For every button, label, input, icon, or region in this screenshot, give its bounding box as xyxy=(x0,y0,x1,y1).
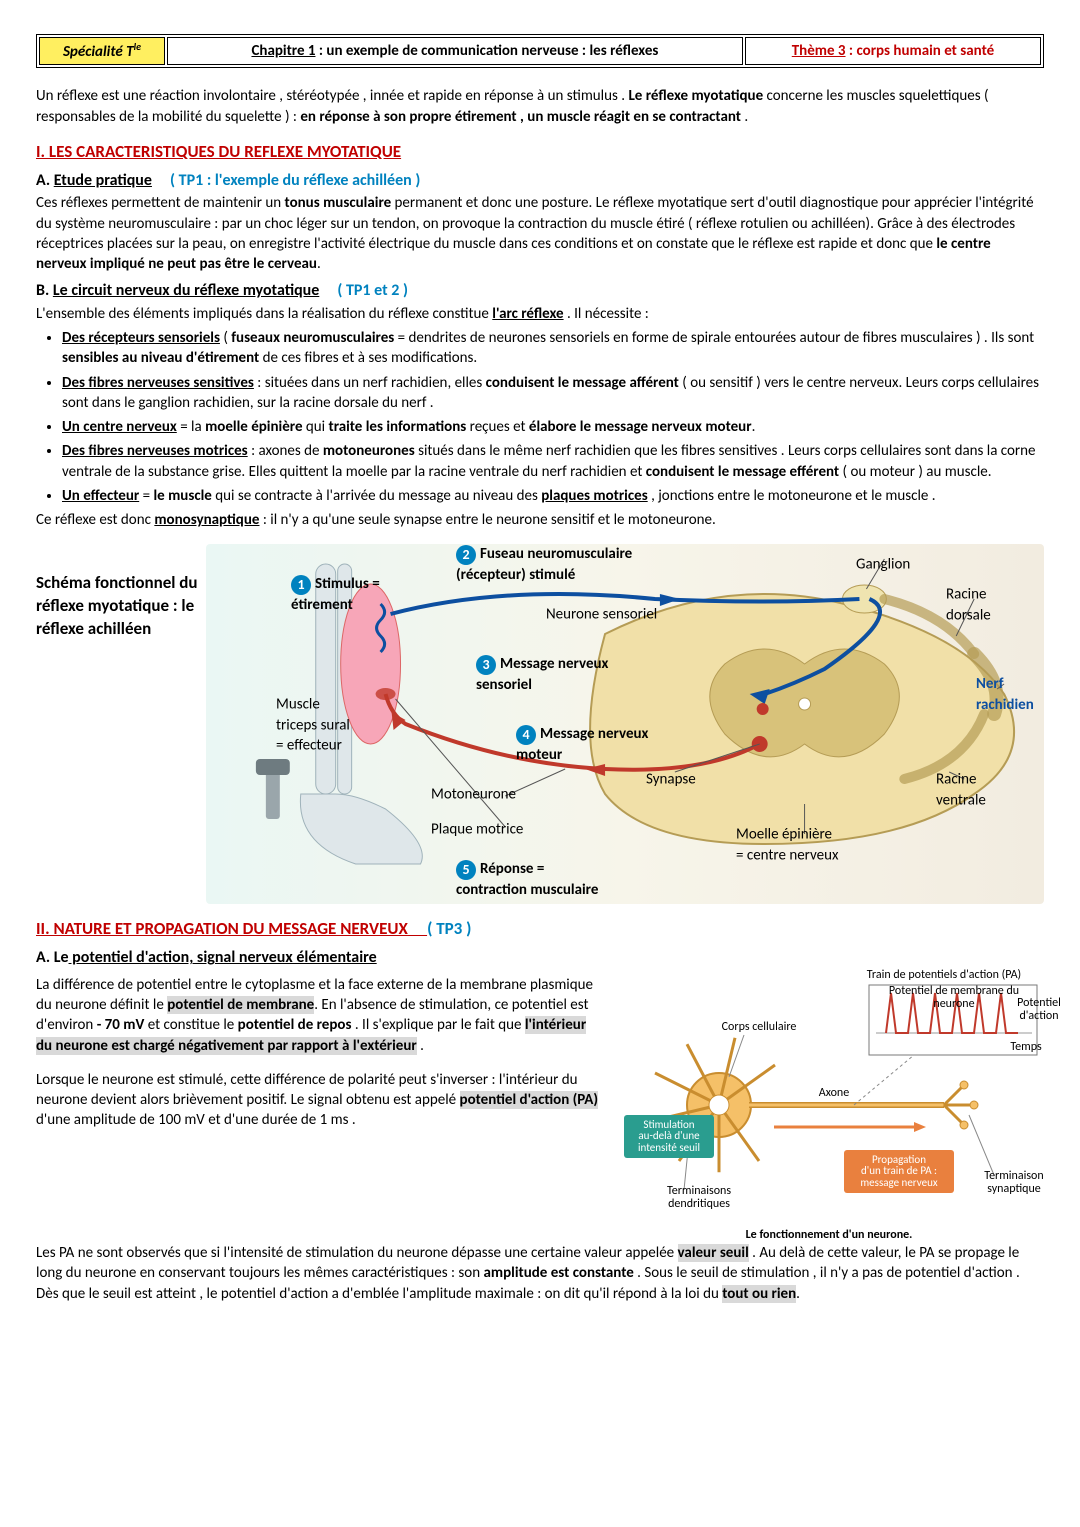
header-left: Spécialité Tle xyxy=(39,37,165,65)
section-2A-p3: Les PA ne sont observés que si l'intensi… xyxy=(36,1243,1044,1304)
section-2A-p1: La différence de potentiel entre le cyto… xyxy=(36,975,600,1056)
diagram-canvas: 2Fuseau neuromusculaire(récepteur) stimu… xyxy=(206,544,1044,904)
section-1B-list: Des récepteurs sensoriels ( fuseaux neur… xyxy=(62,328,1044,506)
figure-neuron: Train de potentiels d'action (PA)Potenti… xyxy=(614,975,1044,1225)
diagram-label: 2Fuseau neuromusculaire(récepteur) stimu… xyxy=(456,544,632,585)
diagram-arc-reflex: Schéma fonctionnel du réflexe myotatique… xyxy=(36,544,1044,904)
diagram-label: Racineventrale xyxy=(936,769,986,810)
diagram-label: 3Message nerveuxsensoriel xyxy=(476,654,608,695)
section-1B-heading: B. Le circuit nerveux du réflexe myotati… xyxy=(36,280,1044,302)
section-2A-heading: A. Le potentiel d'action, signal nerveux… xyxy=(36,947,1044,969)
figure-label: Potentield'action xyxy=(1009,997,1069,1022)
section-1B-conclusion: Ce réflexe est donc monosynaptique : il … xyxy=(36,510,1044,530)
list-item: Un centre nerveux = la moelle épinière q… xyxy=(62,417,1044,437)
section-1B-lead: L'ensemble des éléments impliqués dans l… xyxy=(36,304,1044,324)
section-1-title: I. LES CARACTERISTIQUES DU REFLEXE MYOTA… xyxy=(36,141,1044,164)
figure-neuron-caption: Le fonctionnement d'un neurone. xyxy=(614,1227,1044,1243)
intro-paragraph: Un réflexe est une réaction involontaire… xyxy=(36,86,1044,127)
diagram-label: 4Message nerveuxmoteur xyxy=(516,724,648,765)
diagram-label: Ganglion xyxy=(856,554,910,575)
figure-label: Propagationd'un train de PA :message ner… xyxy=(844,1150,954,1193)
section-2A-p2: Lorsque le neurone est stimulé, cette di… xyxy=(36,1070,600,1131)
figure-label: Terminaisonsdendritiques xyxy=(644,1185,754,1210)
list-item: Des fibres nerveuses motrices : axones d… xyxy=(62,441,1044,482)
diagram-label: Moelle épinière= centre nerveux xyxy=(736,824,839,865)
diagram-label: Motoneurone xyxy=(431,784,516,805)
diagram-label: 5Réponse =contraction musculaire xyxy=(456,859,598,900)
figure-label: Train de potentiels d'action (PA) xyxy=(849,969,1039,982)
header-right: Thème 3 : corps humain et santé xyxy=(745,37,1041,65)
figure-label: Temps xyxy=(1006,1041,1046,1054)
diagram-label: 1Stimulus =étirement xyxy=(291,574,380,615)
section-1A-heading: A. Etude pratique ( TP1 : l'exemple du r… xyxy=(36,170,1044,192)
header-middle: Chapitre 1 : un exemple de communication… xyxy=(167,37,743,65)
figure-label: Stimulationau-delà d'uneintensité seuil xyxy=(624,1115,714,1158)
diagram-caption: Schéma fonctionnel du réflexe myotatique… xyxy=(36,544,206,904)
figure-label: Terminaisonsynaptique xyxy=(974,1170,1054,1195)
section-1A-body: Ces réflexes permettent de maintenir un … xyxy=(36,193,1044,274)
figure-label: Corps cellulaire xyxy=(709,1021,809,1034)
diagram-label: Plaque motrice xyxy=(431,819,523,840)
diagram-label: Nerfrachidien xyxy=(976,674,1034,715)
diagram-label: Racinedorsale xyxy=(946,584,991,625)
diagram-label: Neurone sensoriel xyxy=(546,604,657,625)
figure-label: Axone xyxy=(804,1087,864,1100)
list-item: Des fibres nerveuses sensitives : située… xyxy=(62,373,1044,414)
section-2-title: II. NATURE ET PROPAGATION DU MESSAGE NER… xyxy=(36,918,1044,941)
diagram-label: Synapse xyxy=(646,769,696,790)
doc-header: Spécialité Tle Chapitre 1 : un exemple d… xyxy=(36,34,1044,68)
list-item: Un effecteur = le muscle qui se contract… xyxy=(62,486,1044,506)
diagram-label: Muscletriceps sural= effecteur xyxy=(276,694,350,756)
list-item: Des récepteurs sensoriels ( fuseaux neur… xyxy=(62,328,1044,369)
